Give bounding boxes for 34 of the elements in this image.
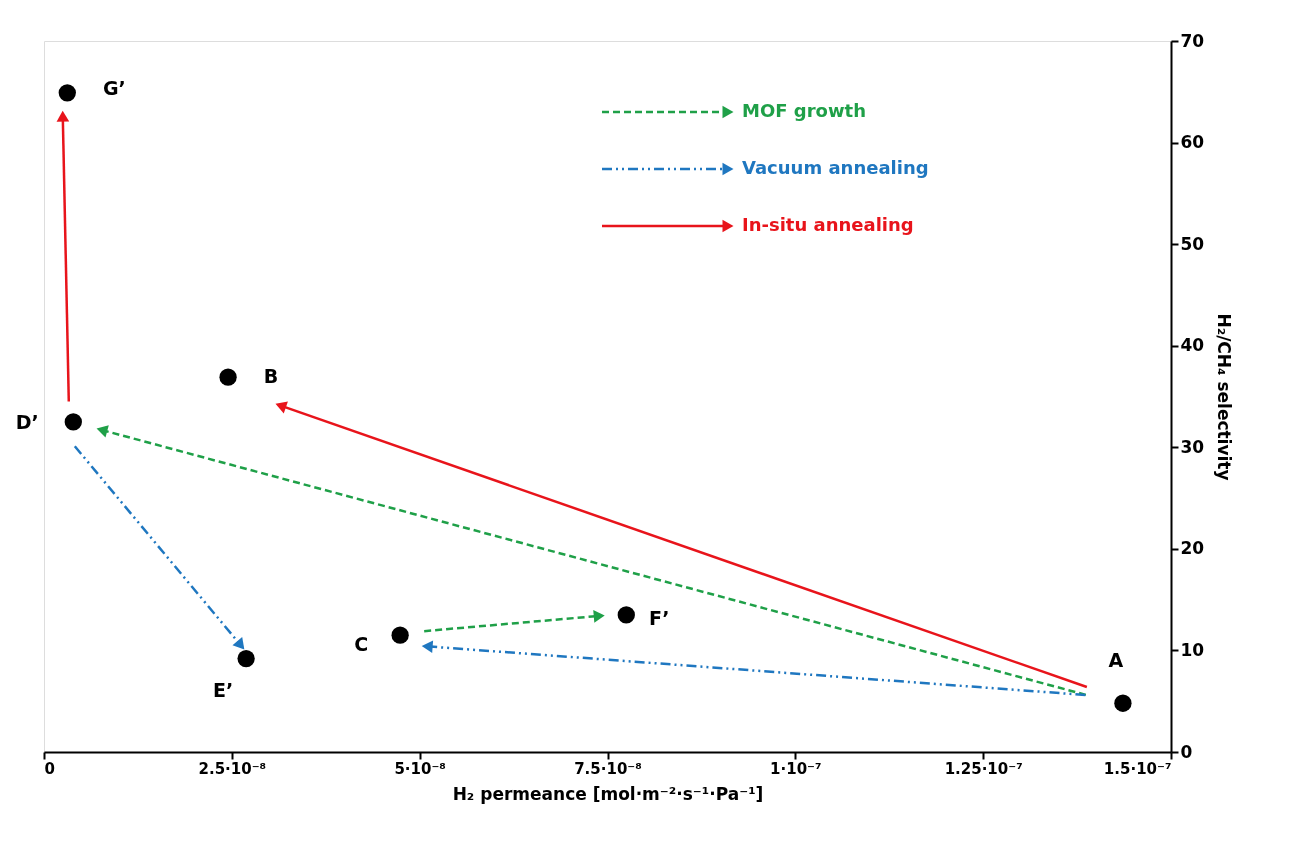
x-tick-label: 2.5·10⁻⁸ bbox=[198, 759, 267, 778]
point bbox=[617, 606, 635, 624]
legend-label: MOF growth bbox=[742, 100, 866, 121]
annotation: E’ bbox=[213, 678, 234, 701]
x-tick-label: 7.5·10⁻⁸ bbox=[574, 759, 642, 778]
point bbox=[64, 413, 82, 431]
y-axis-title: H₂/CH₄ selectivity bbox=[1214, 313, 1235, 481]
y-tick-label: 70 bbox=[1180, 30, 1205, 51]
y-tick-label: 20 bbox=[1180, 538, 1205, 559]
y-tick-label: 40 bbox=[1180, 335, 1205, 356]
point bbox=[391, 626, 409, 644]
annotation: G’ bbox=[102, 76, 126, 99]
annotation: B bbox=[263, 365, 279, 388]
x-tick-label: 1·10⁻⁷ bbox=[770, 759, 822, 778]
y-tick-label: 10 bbox=[1180, 639, 1205, 660]
x-tick-label: 1.5·10⁻⁷ bbox=[1103, 759, 1172, 778]
y-tick-label: 0 bbox=[1180, 741, 1193, 762]
x-tick-label: 0 bbox=[44, 759, 55, 778]
y-tick-label: 50 bbox=[1180, 233, 1205, 254]
point bbox=[219, 368, 237, 386]
annotation: A bbox=[1108, 649, 1124, 672]
annotation: C bbox=[354, 633, 369, 656]
legend-label: Vacuum annealing bbox=[742, 157, 929, 178]
annotation: F’ bbox=[649, 606, 670, 629]
point bbox=[237, 649, 255, 668]
y-tick-label: 30 bbox=[1180, 436, 1205, 457]
x-axis-title: H₂ permeance [mol·m⁻²·s⁻¹·Pa⁻¹] bbox=[452, 783, 764, 804]
x-tick-label: 5·10⁻⁸ bbox=[394, 759, 446, 778]
y-tick-label: 60 bbox=[1180, 132, 1205, 153]
point bbox=[58, 84, 76, 102]
legend-label: In-situ annealing bbox=[742, 214, 914, 235]
point bbox=[1114, 694, 1132, 712]
x-tick-label: 1.25·10⁻⁷ bbox=[944, 759, 1023, 778]
annotation: D’ bbox=[15, 410, 39, 433]
